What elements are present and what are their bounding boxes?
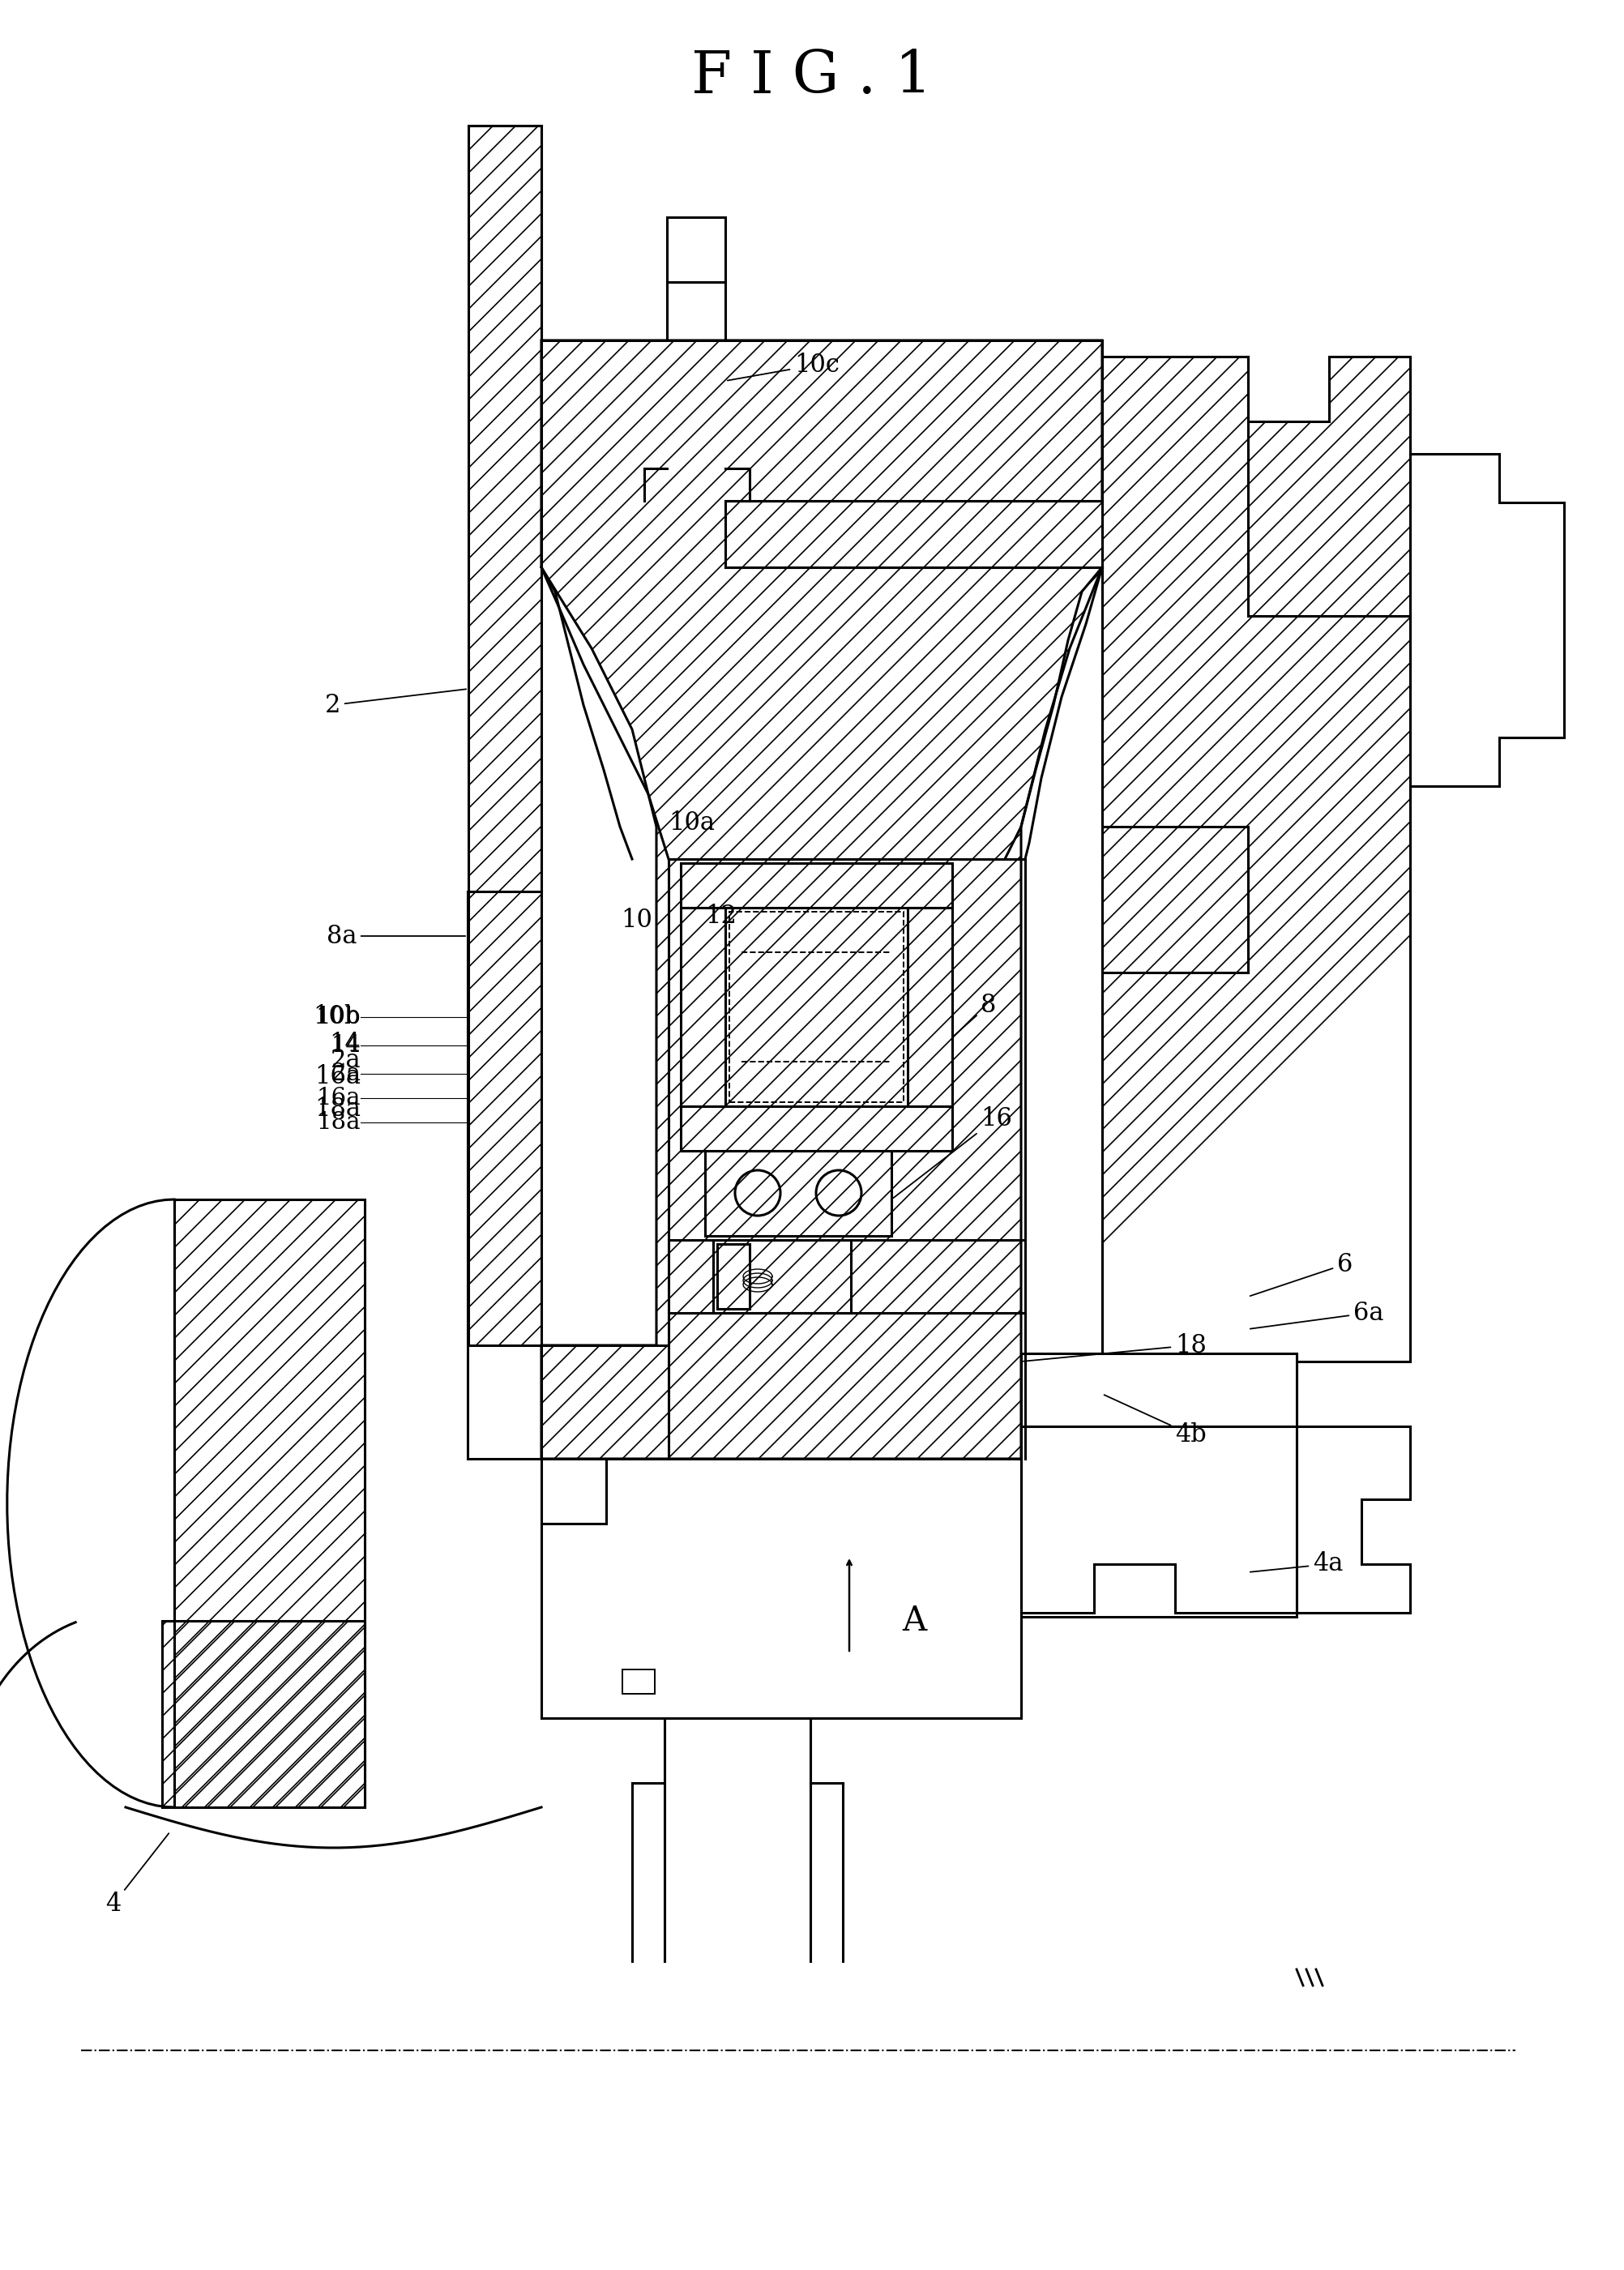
Text: 10: 10 [620, 908, 653, 933]
Polygon shape [1103, 356, 1410, 1362]
Text: 10a: 10a [669, 810, 715, 835]
Text: 2a: 2a [330, 1046, 361, 1074]
Text: 16: 16 [893, 1105, 1012, 1199]
Text: 16a: 16a [315, 1065, 361, 1090]
Polygon shape [174, 1199, 365, 1807]
Polygon shape [726, 502, 1103, 568]
Text: 10c: 10c [728, 352, 840, 381]
Text: 4: 4 [106, 1834, 169, 1918]
Text: 6: 6 [1250, 1251, 1353, 1296]
Bar [622, 1668, 654, 1693]
Text: A: A [901, 1605, 926, 1639]
Text: 2a: 2a [331, 1062, 361, 1085]
Polygon shape [468, 125, 541, 1346]
Polygon shape [680, 1105, 952, 1151]
Text: 16a: 16a [317, 1087, 361, 1110]
Text: 18a: 18a [317, 1110, 361, 1133]
Bar [729, 913, 903, 1103]
Text: 18a: 18a [315, 1096, 361, 1121]
Circle shape [736, 1171, 781, 1217]
Polygon shape [162, 1621, 365, 1807]
Polygon shape [1410, 454, 1564, 785]
Text: 14: 14 [330, 1031, 361, 1056]
Circle shape [815, 1171, 861, 1217]
Polygon shape [1021, 1353, 1296, 1426]
Polygon shape [908, 908, 952, 1105]
Text: 2: 2 [325, 690, 466, 717]
Text: 10b: 10b [315, 1006, 361, 1028]
Text: 10b: 10b [313, 1003, 361, 1028]
Text: 8a: 8a [326, 924, 466, 949]
Polygon shape [680, 863, 952, 908]
Polygon shape [1021, 1357, 1296, 1616]
Polygon shape [645, 468, 750, 502]
Text: 14: 14 [331, 1035, 361, 1058]
Polygon shape [667, 281, 726, 468]
Polygon shape [541, 340, 1103, 1460]
Polygon shape [718, 1244, 750, 1310]
Text: 8: 8 [953, 992, 996, 1035]
Text: 4a: 4a [1250, 1553, 1343, 1578]
Polygon shape [680, 908, 726, 1105]
Bar [667, 218, 726, 281]
Text: F I G . 1: F I G . 1 [692, 48, 932, 107]
Polygon shape [1296, 1426, 1410, 1612]
Polygon shape [705, 1151, 892, 1235]
Text: 4b: 4b [1104, 1394, 1207, 1446]
Text: 18: 18 [1023, 1332, 1207, 1362]
Text: 6a: 6a [1250, 1301, 1384, 1328]
Polygon shape [1021, 1426, 1296, 1612]
Text: 12: 12 [705, 903, 737, 928]
